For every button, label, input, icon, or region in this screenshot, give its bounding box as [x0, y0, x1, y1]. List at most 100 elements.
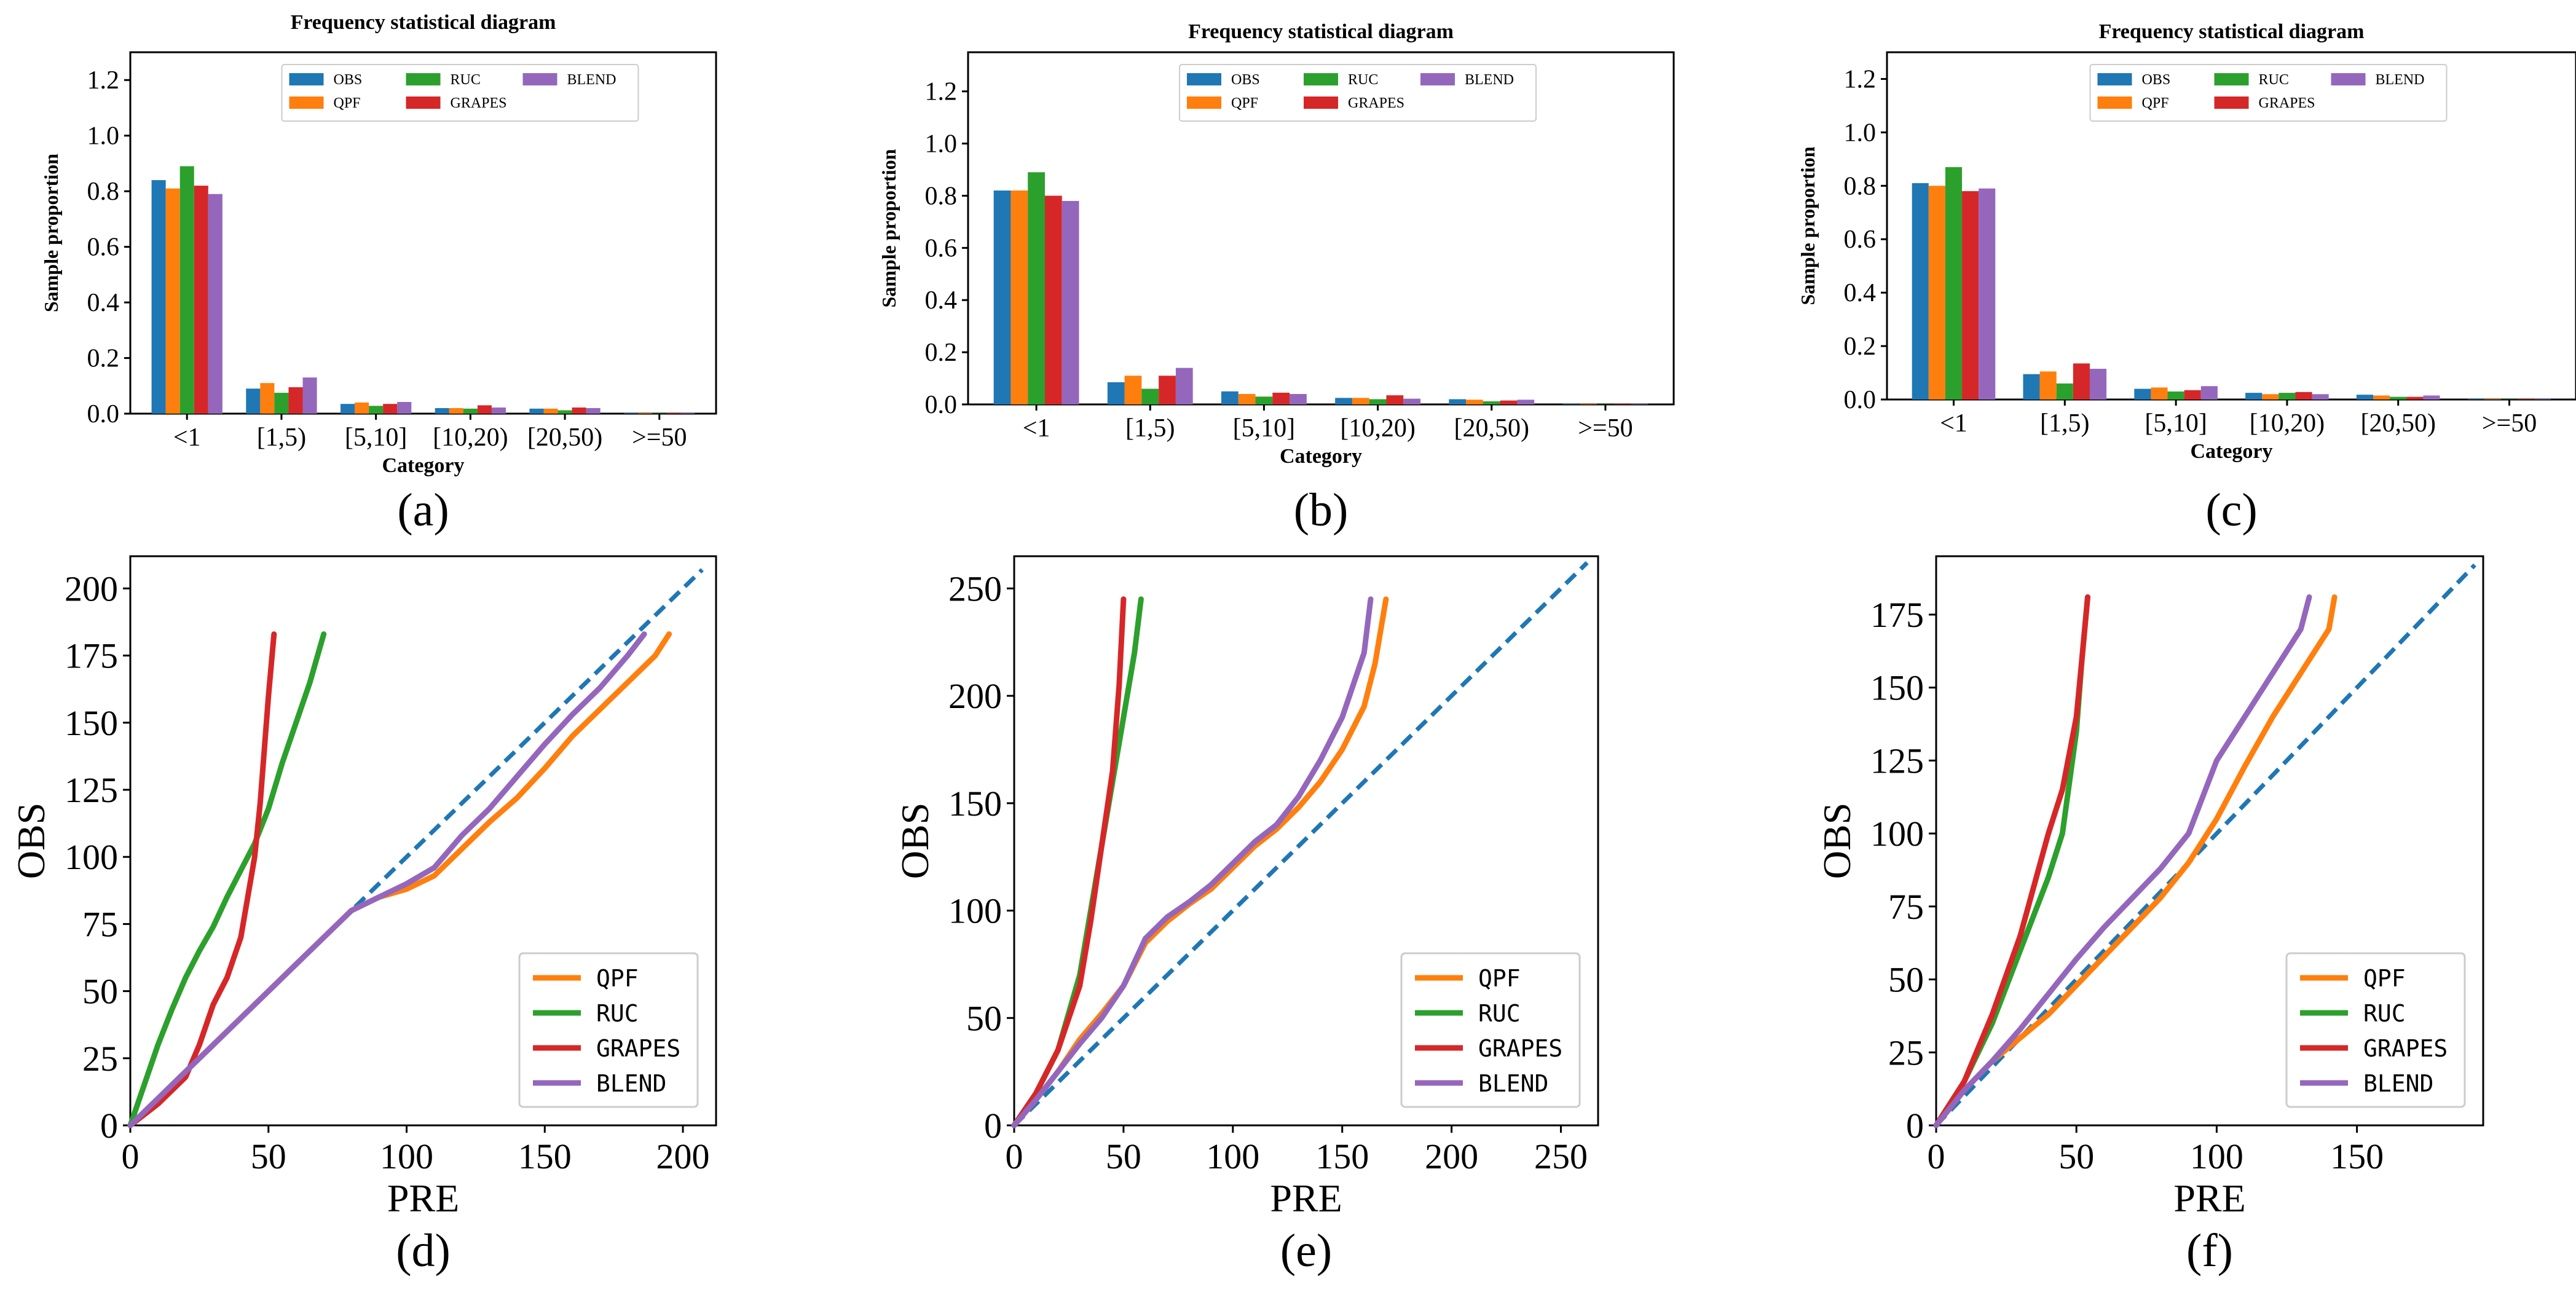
bar-obs-2	[2134, 388, 2151, 400]
bar-blend-0	[1062, 200, 1079, 404]
y-tick-label: 75	[1888, 887, 1924, 927]
bar-obs-4	[529, 408, 544, 414]
bar-obs-4	[1449, 399, 1467, 404]
y-tick-label: 250	[948, 569, 1002, 608]
bar-qpf-3	[1352, 398, 1369, 404]
y-tick-label: 125	[65, 770, 118, 810]
x-tick-label: [20,50)	[527, 423, 602, 452]
x-tick-label: [20,50)	[2360, 409, 2435, 438]
y-tick-label: 0.4	[1844, 279, 1877, 307]
plot-frame	[1013, 555, 1599, 1127]
bar-blend-5	[2534, 399, 2551, 400]
y-tick-label: 1.0	[87, 122, 120, 151]
x-tick-label: 150	[518, 1136, 572, 1176]
bar-qpf-4	[1466, 400, 1483, 404]
legend-box	[518, 952, 699, 1108]
x-tick-label: >=50	[1578, 414, 1633, 443]
bar-obs-1	[2023, 374, 2040, 400]
legend-label-blend: BLEND	[1478, 1070, 1548, 1097]
x-tick-label: 0	[1006, 1136, 1023, 1176]
x-tick-label: 200	[1425, 1136, 1478, 1176]
bar-grapes-2	[383, 404, 398, 414]
legend-swatch-grapes	[2214, 96, 2249, 109]
y-tick-label: 50	[82, 972, 118, 1012]
y-axis-label: OBS	[893, 803, 937, 880]
legend-swatch-ruc	[2214, 73, 2249, 85]
legend-swatch-ruc	[1304, 73, 1338, 85]
legend-swatch-obs	[2097, 73, 2132, 85]
bar-blend-4	[1517, 400, 1535, 404]
bar-grapes-3	[1386, 395, 1404, 404]
bar-blend-2	[397, 402, 412, 414]
plot-frame	[1886, 51, 2576, 401]
bar-blend-3	[491, 407, 506, 414]
y-tick-label: 200	[948, 676, 1002, 716]
y-tick-label: 25	[82, 1039, 118, 1079]
x-tick-label: <1	[173, 423, 201, 452]
y-tick-label: 0.2	[925, 339, 958, 367]
legend-label-qpf: QPF	[1231, 95, 1258, 111]
y-axis-label: Sample proportion	[878, 149, 900, 307]
bar-ruc-3	[463, 408, 478, 414]
legend-label-qpf: QPF	[596, 965, 639, 992]
bar-grapes-3	[477, 405, 492, 414]
y-tick-label: 0.2	[1844, 333, 1877, 361]
series-line-blend	[1011, 596, 1374, 1128]
y-tick-label: 100	[948, 891, 1002, 931]
y-tick-label: 0.8	[1844, 172, 1877, 200]
bar-grapes-5	[666, 413, 681, 414]
x-tick-label: 100	[1206, 1136, 1259, 1176]
y-tick-label: 100	[1870, 814, 1924, 854]
bar-ruc-5	[1597, 404, 1614, 405]
legend-label-ruc: RUC	[1348, 72, 1378, 88]
y-tick-label: 0.0	[925, 391, 958, 419]
plot-frame	[129, 555, 717, 1127]
x-tick-label: [20,50)	[1454, 414, 1529, 443]
chart-title: Frequency statistical diagram	[2099, 20, 2365, 43]
y-axis-label: OBS	[9, 803, 53, 880]
bar-obs-2	[341, 404, 355, 414]
bar-qpf-2	[1238, 394, 1256, 404]
legend-label-grapes: GRAPES	[2363, 1035, 2448, 1062]
bar-qpf-4	[543, 408, 558, 414]
legend-label-ruc: RUC	[451, 72, 481, 88]
legend-swatch-obs	[289, 73, 324, 85]
y-tick-label: 0.6	[1844, 226, 1877, 254]
bar-grapes-2	[1272, 392, 1290, 404]
y-axis-label: Sample proportion	[1797, 146, 1819, 305]
bar-grapes-0	[1962, 191, 1979, 400]
bar-ruc-1	[274, 393, 289, 414]
bar-obs-3	[2245, 393, 2263, 400]
series-line-grapes	[1933, 594, 2090, 1128]
y-tick-label: 1.2	[925, 78, 958, 106]
bar-grapes-0	[1044, 195, 1062, 404]
bar-qpf-0	[1928, 186, 1945, 400]
y-tick-label: 1.0	[1844, 119, 1877, 147]
x-tick-label: [10,20)	[1340, 414, 1415, 443]
legend-label-obs: OBS	[334, 72, 363, 88]
bar-qpf-2	[2151, 387, 2168, 400]
y-axis-label: Sample proportion	[40, 154, 62, 312]
y-tick-label: 150	[65, 703, 118, 743]
legend-label-qpf: QPF	[2142, 95, 2169, 111]
y-tick-label: 0.8	[87, 178, 120, 206]
legend-label-blend: BLEND	[1465, 72, 1514, 88]
bar-qpf-5	[2484, 399, 2501, 400]
x-tick-label: [10,20)	[433, 423, 508, 452]
chart-title: Frequency statistical diagram	[291, 11, 556, 34]
y-tick-label: 0	[984, 1106, 1002, 1146]
reference-line-dashed	[1012, 561, 1589, 1127]
legend-swatch-blend	[1420, 73, 1455, 85]
bar-obs-3	[1335, 398, 1352, 404]
bar-obs-1	[1107, 382, 1125, 404]
bar-obs-0	[993, 190, 1011, 404]
bar-obs-2	[1221, 391, 1239, 404]
bar-qpf-0	[1010, 190, 1028, 404]
bar-qpf-5	[638, 413, 653, 414]
bar-grapes-2	[2184, 390, 2201, 400]
bar-grapes-4	[2406, 396, 2424, 400]
x-tick-label: 50	[251, 1136, 286, 1176]
legend-label-ruc: RUC	[2363, 1000, 2406, 1027]
x-tick-label: 0	[122, 1136, 140, 1176]
